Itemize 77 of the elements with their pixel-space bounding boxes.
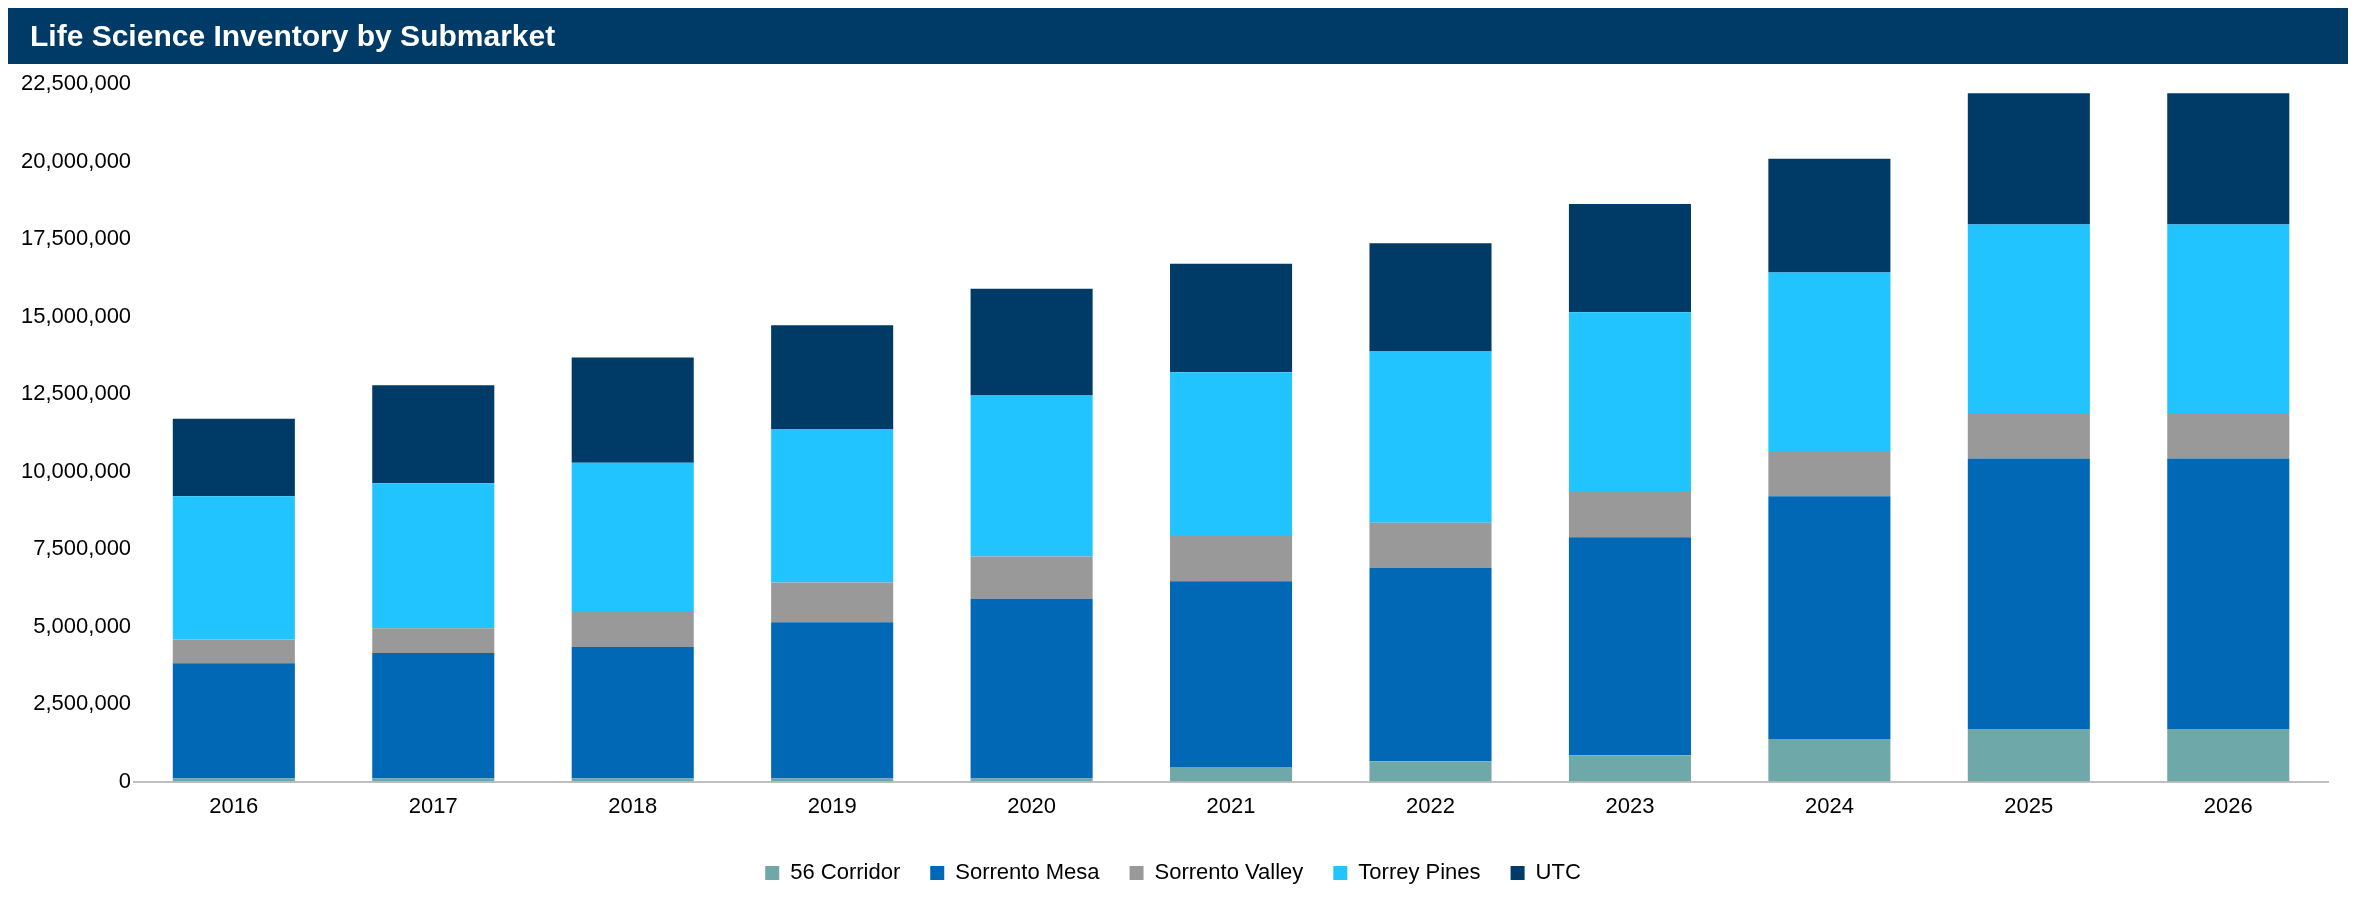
bar (771, 582, 894, 623)
bar (1967, 458, 2090, 729)
bar (1170, 372, 1293, 537)
x-tick-label: 2021 (1206, 792, 1256, 818)
bar (172, 639, 295, 664)
bar (1768, 451, 1891, 497)
x-tick-label: 2024 (1804, 792, 1854, 818)
x-tick-label: 2022 (1406, 792, 1455, 818)
bar (2167, 458, 2290, 729)
x-tick-label: 2020 (1007, 792, 1057, 818)
bar (970, 598, 1093, 779)
y-tick-label: 12,500,000 (21, 380, 132, 406)
bar (1170, 767, 1293, 782)
bar (571, 647, 694, 779)
bar (1568, 755, 1691, 782)
bar (970, 556, 1093, 599)
bar (571, 612, 694, 648)
legend-label: Sorrento Mesa (955, 859, 1101, 885)
legend-label: 56 Corridor (790, 859, 901, 885)
legend-label: Sorrento Valley (1154, 859, 1304, 885)
x-tick-label: 2017 (408, 792, 458, 818)
y-tick-label: 0 (118, 767, 132, 793)
bar (172, 663, 295, 779)
bar (1369, 761, 1492, 782)
bar (1967, 728, 2090, 782)
x-tick-label: 2026 (2203, 792, 2253, 818)
x-tick-label: 2025 (2004, 792, 2054, 818)
bar (771, 325, 894, 430)
bar (1568, 203, 1691, 313)
bar (2167, 412, 2290, 459)
bar (2167, 93, 2290, 225)
bar (1568, 537, 1691, 756)
y-tick-label: 17,500,000 (21, 225, 132, 251)
x-tick-label: 2016 (209, 792, 259, 818)
bar (1369, 243, 1492, 352)
y-tick-label: 5,000,000 (33, 612, 132, 638)
bar (372, 385, 495, 484)
chart-title: Life Science Inventory by Submarket (8, 8, 2348, 64)
bar (1967, 224, 2090, 413)
bar (771, 622, 894, 779)
bar (2167, 224, 2290, 413)
y-tick-label: 2,500,000 (33, 690, 132, 716)
bar (970, 288, 1093, 396)
legend-label: UTC (1535, 859, 1581, 885)
bar (1768, 496, 1891, 740)
bar (1170, 263, 1293, 373)
bar (1768, 158, 1891, 273)
bar (771, 429, 894, 583)
y-tick-label: 22,500,000 (21, 70, 132, 96)
bar (970, 395, 1093, 557)
bar (172, 418, 295, 497)
bar (372, 483, 495, 629)
bar (1967, 412, 2090, 459)
bar (372, 652, 495, 779)
bar (2167, 728, 2290, 782)
bar (1768, 739, 1891, 782)
y-tick-label: 10,000,000 (21, 457, 132, 483)
bar (1768, 272, 1891, 452)
bar (571, 357, 694, 463)
bar (1369, 351, 1492, 523)
bar (1369, 567, 1492, 762)
bar (571, 462, 694, 613)
y-tick-label: 7,500,000 (33, 535, 132, 561)
bar (172, 496, 295, 640)
x-tick-label: 2018 (608, 792, 658, 818)
legend-label: Torrey Pines (1358, 859, 1481, 885)
bar (1967, 93, 2090, 225)
x-tick-label: 2023 (1605, 792, 1655, 818)
x-tick-label: 2019 (807, 792, 857, 818)
bar (1170, 581, 1293, 768)
bar (372, 628, 495, 653)
y-tick-label: 20,000,000 (21, 147, 132, 173)
bar (1568, 492, 1691, 538)
bar (1568, 312, 1691, 493)
bar (1369, 522, 1492, 568)
bar (1170, 536, 1293, 582)
y-tick-label: 15,000,000 (21, 302, 132, 328)
